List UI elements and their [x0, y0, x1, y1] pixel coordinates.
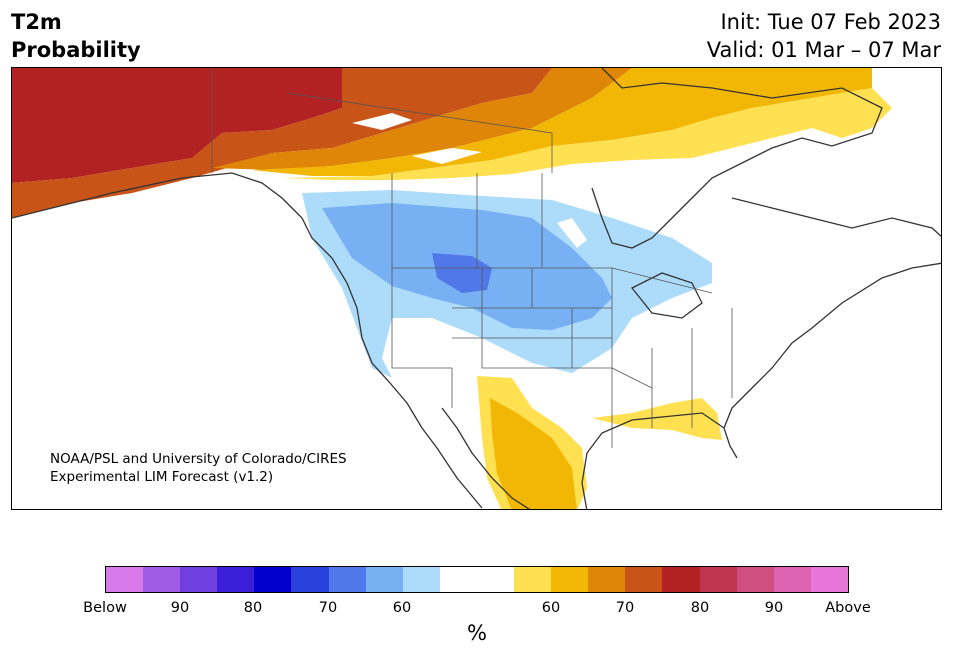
- variable-label: T2m: [11, 10, 62, 34]
- colorbar-tick-label: 90: [764, 600, 784, 616]
- colorbar-segment: [254, 567, 292, 592]
- colorbar-segment: [291, 567, 329, 592]
- valid-range: Valid: 01 Mar – 07 Mar: [706, 38, 941, 62]
- above-55-region: [282, 88, 892, 180]
- map-title: T2m Probability: [11, 8, 141, 64]
- colorbar-segment: [514, 567, 552, 592]
- colorbar-segment: [106, 567, 144, 592]
- init-date: Init: Tue 07 Feb 2023: [720, 10, 941, 34]
- colorbar-tick-label: Below: [83, 600, 127, 616]
- colorbar-segment: [476, 567, 515, 592]
- neutral-patch: [352, 113, 412, 130]
- subtitle-label: Probability: [11, 38, 141, 62]
- colorbar-tick-label: 80: [243, 600, 263, 616]
- above-65-region: [212, 68, 632, 170]
- above-55-region: [592, 398, 722, 440]
- colorbar-segment: [551, 567, 589, 592]
- colorbar-segment: [625, 567, 663, 592]
- colorbar-tick-label: 70: [615, 600, 635, 616]
- colorbar-unit: %: [467, 621, 487, 645]
- colorbar-segment: [365, 567, 403, 592]
- above-60-region: [490, 398, 577, 509]
- colorbar-segment: [588, 567, 626, 592]
- colorbar-tick-label: Above: [825, 600, 871, 616]
- colorbar-segment: [180, 567, 218, 592]
- colorbar-tick-label: 60: [392, 600, 412, 616]
- state-borders: [211, 68, 733, 448]
- probability-colorbar: [105, 566, 849, 593]
- colorbar-tick-label: 80: [690, 600, 710, 616]
- colorbar-segment: [736, 567, 774, 592]
- colorbar-segment: [217, 567, 255, 592]
- attribution: NOAA/PSL and University of Colorado/CIRE…: [50, 450, 347, 486]
- above-60-region: [252, 68, 872, 176]
- colorbar-tick-label: 70: [318, 600, 338, 616]
- neutral-patch: [557, 218, 587, 248]
- neutral-patch: [412, 148, 482, 164]
- coastlines: [12, 68, 941, 509]
- colorbar-tick-label: 60: [541, 600, 561, 616]
- map-canvas: [12, 68, 941, 509]
- colorbar-segment: [662, 567, 700, 592]
- colorbar-segment: [773, 567, 811, 592]
- colorbar-segment: [810, 567, 848, 592]
- attribution-line-2: Experimental LIM Forecast (v1.2): [50, 469, 274, 485]
- colorbar-segment: [143, 567, 181, 592]
- colorbar-segment: [439, 567, 477, 592]
- attribution-line-1: NOAA/PSL and University of Colorado/CIRE…: [50, 451, 347, 467]
- colorbar-tick-label: 90: [170, 600, 190, 616]
- forecast-map: NOAA/PSL and University of Colorado/CIRE…: [11, 67, 942, 510]
- above-70-region: [12, 68, 552, 218]
- colorbar-segment: [699, 567, 737, 592]
- colorbar-segment: [402, 567, 440, 592]
- date-info: Init: Tue 07 Feb 2023 Valid: 01 Mar – 07…: [707, 8, 941, 64]
- colorbar-segment: [328, 567, 366, 592]
- above-80-region: [12, 68, 342, 183]
